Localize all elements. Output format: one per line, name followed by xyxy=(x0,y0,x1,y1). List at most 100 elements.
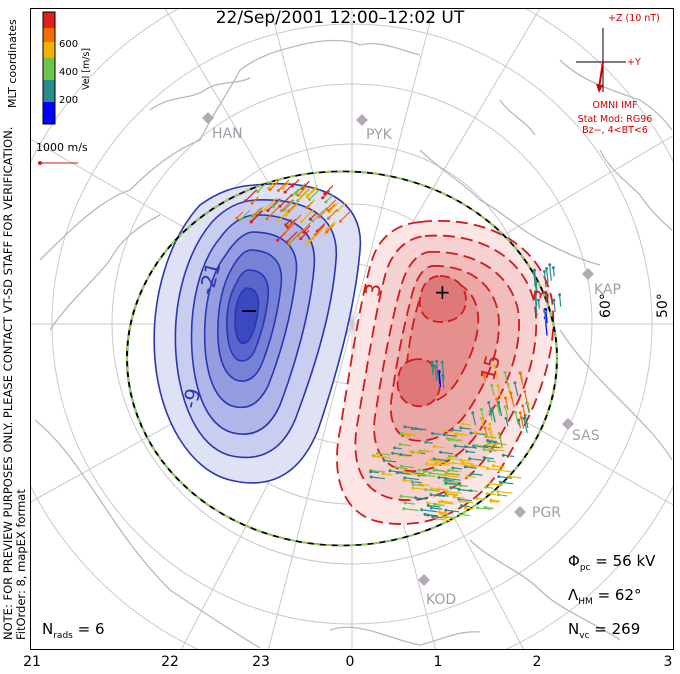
velocity-vector xyxy=(291,188,300,196)
velocity-vector xyxy=(487,467,500,471)
velocity-vector-origin xyxy=(317,215,321,219)
velocity-vector-origin xyxy=(442,429,446,433)
velocity-vector-origin xyxy=(434,468,438,472)
velocity-vector-origin xyxy=(442,433,446,437)
velocity-vector-origin xyxy=(496,384,500,388)
reference-vector-label: 1000 m/s xyxy=(36,141,88,154)
imf-bz-label: +Z (10 nT) xyxy=(608,13,660,24)
velocity-vector-origin xyxy=(271,205,275,209)
velocity-vector xyxy=(498,476,512,479)
velocity-vector-origin xyxy=(437,510,441,514)
velocity-vector-origin xyxy=(453,444,457,448)
velocity-vector xyxy=(284,223,295,234)
velocity-vector-origin xyxy=(324,200,328,204)
velocity-vector-origin xyxy=(463,506,467,510)
velocity-vector-origin xyxy=(235,216,239,220)
velocity-vector-origin xyxy=(276,219,280,223)
velocity-vector xyxy=(403,508,419,512)
velocity-vector-origin xyxy=(429,458,433,462)
velocity-vector-origin xyxy=(311,219,315,223)
velocity-vector-origin xyxy=(305,206,309,210)
velocity-vector-origin xyxy=(482,456,486,460)
stat-phi-pc-sub: pc xyxy=(579,563,591,573)
velocity-vector-origin xyxy=(373,454,377,458)
velocity-vector xyxy=(279,193,293,207)
imf-clock xyxy=(576,28,626,93)
velocity-vector xyxy=(419,483,430,486)
velocity-vector xyxy=(533,270,537,280)
velocity-vector xyxy=(524,415,529,429)
velocity-vector xyxy=(297,186,307,196)
velocity-vector xyxy=(494,365,499,381)
velocity-vector xyxy=(470,432,486,436)
velocity-vector-origin xyxy=(376,455,380,459)
velocity-vector-origin xyxy=(376,451,380,455)
preview-note: NOTE: FOR PREVIEW PURPOSES ONLY. PLEASE … xyxy=(1,126,15,640)
velocity-vector-origin xyxy=(388,469,392,473)
velocity-vector-origin xyxy=(479,408,483,412)
velocity-vector-origin xyxy=(249,220,253,224)
colorbar-tick-400: 400 xyxy=(59,67,78,78)
velocity-vector xyxy=(285,203,298,216)
velocity-vector xyxy=(424,450,434,453)
velocity-vector-origin xyxy=(451,466,455,470)
velocity-vector xyxy=(316,223,326,232)
velocity-vector-origin xyxy=(473,431,477,435)
velocity-vector-origin xyxy=(489,499,493,503)
velocity-vector-origin xyxy=(437,475,441,479)
velocity-vector xyxy=(488,428,492,440)
velocity-vector-origin xyxy=(308,217,312,221)
velocity-vector-origin xyxy=(432,444,436,448)
velocity-vector-origin xyxy=(445,436,449,440)
velocity-vector xyxy=(446,472,461,476)
velocity-vector-origin xyxy=(490,407,494,411)
stat-n-rads-sub: rads xyxy=(53,631,73,641)
velocity-vector xyxy=(491,499,501,502)
velocity-vector xyxy=(400,453,412,457)
velocity-vector-origin xyxy=(325,207,329,211)
velocity-vector xyxy=(438,371,442,387)
velocity-vector xyxy=(545,268,549,284)
velocity-vector-origin xyxy=(410,427,414,431)
velocity-vector-origin xyxy=(285,240,289,244)
velocity-vector xyxy=(425,474,436,478)
velocity-vector-origin xyxy=(447,468,451,472)
velocity-vector xyxy=(434,458,449,462)
velocity-vector-origin xyxy=(453,432,457,436)
velocity-vector-origin xyxy=(398,442,402,446)
velocity-vector-origin xyxy=(369,475,373,479)
velocity-vector xyxy=(454,496,465,499)
velocity-vector xyxy=(469,458,483,461)
velocity-vector xyxy=(413,483,425,487)
velocity-vector xyxy=(491,408,496,422)
velocity-vector-origin xyxy=(433,365,437,369)
colorbar-segment-3 xyxy=(43,42,55,58)
station-label-sas: SAS xyxy=(572,428,600,444)
velocity-vector-origin xyxy=(444,508,448,512)
velocity-vector-origin xyxy=(544,290,548,294)
velocity-vector-origin xyxy=(382,458,386,462)
velocity-vector xyxy=(472,412,477,426)
colorbar-tick-200: 200 xyxy=(59,95,78,106)
velocity-vector-origin xyxy=(485,442,489,446)
velocity-vector xyxy=(378,456,392,459)
velocity-vector xyxy=(266,206,280,220)
velocity-vector xyxy=(465,466,477,469)
coastlines xyxy=(34,39,673,649)
velocity-vector xyxy=(426,463,438,466)
velocity-vector xyxy=(399,443,412,447)
velocity-vector xyxy=(286,231,298,243)
velocity-vector xyxy=(522,405,526,416)
velocity-vector-origin xyxy=(503,371,507,375)
velocity-vector xyxy=(443,516,453,519)
colorbar-segment-4 xyxy=(43,28,55,42)
stat-n-vc: Nvc = 269 xyxy=(568,620,640,641)
velocity-vector-origin xyxy=(435,460,439,464)
velocity-vector xyxy=(471,464,487,468)
mlt-tick-2: 2 xyxy=(532,654,542,670)
velocity-vector xyxy=(401,465,414,469)
velocity-vector-origin xyxy=(461,461,465,465)
velocity-vector-origin xyxy=(513,381,517,385)
velocity-vector-origin xyxy=(496,493,500,497)
velocity-vector-origin xyxy=(485,492,489,496)
